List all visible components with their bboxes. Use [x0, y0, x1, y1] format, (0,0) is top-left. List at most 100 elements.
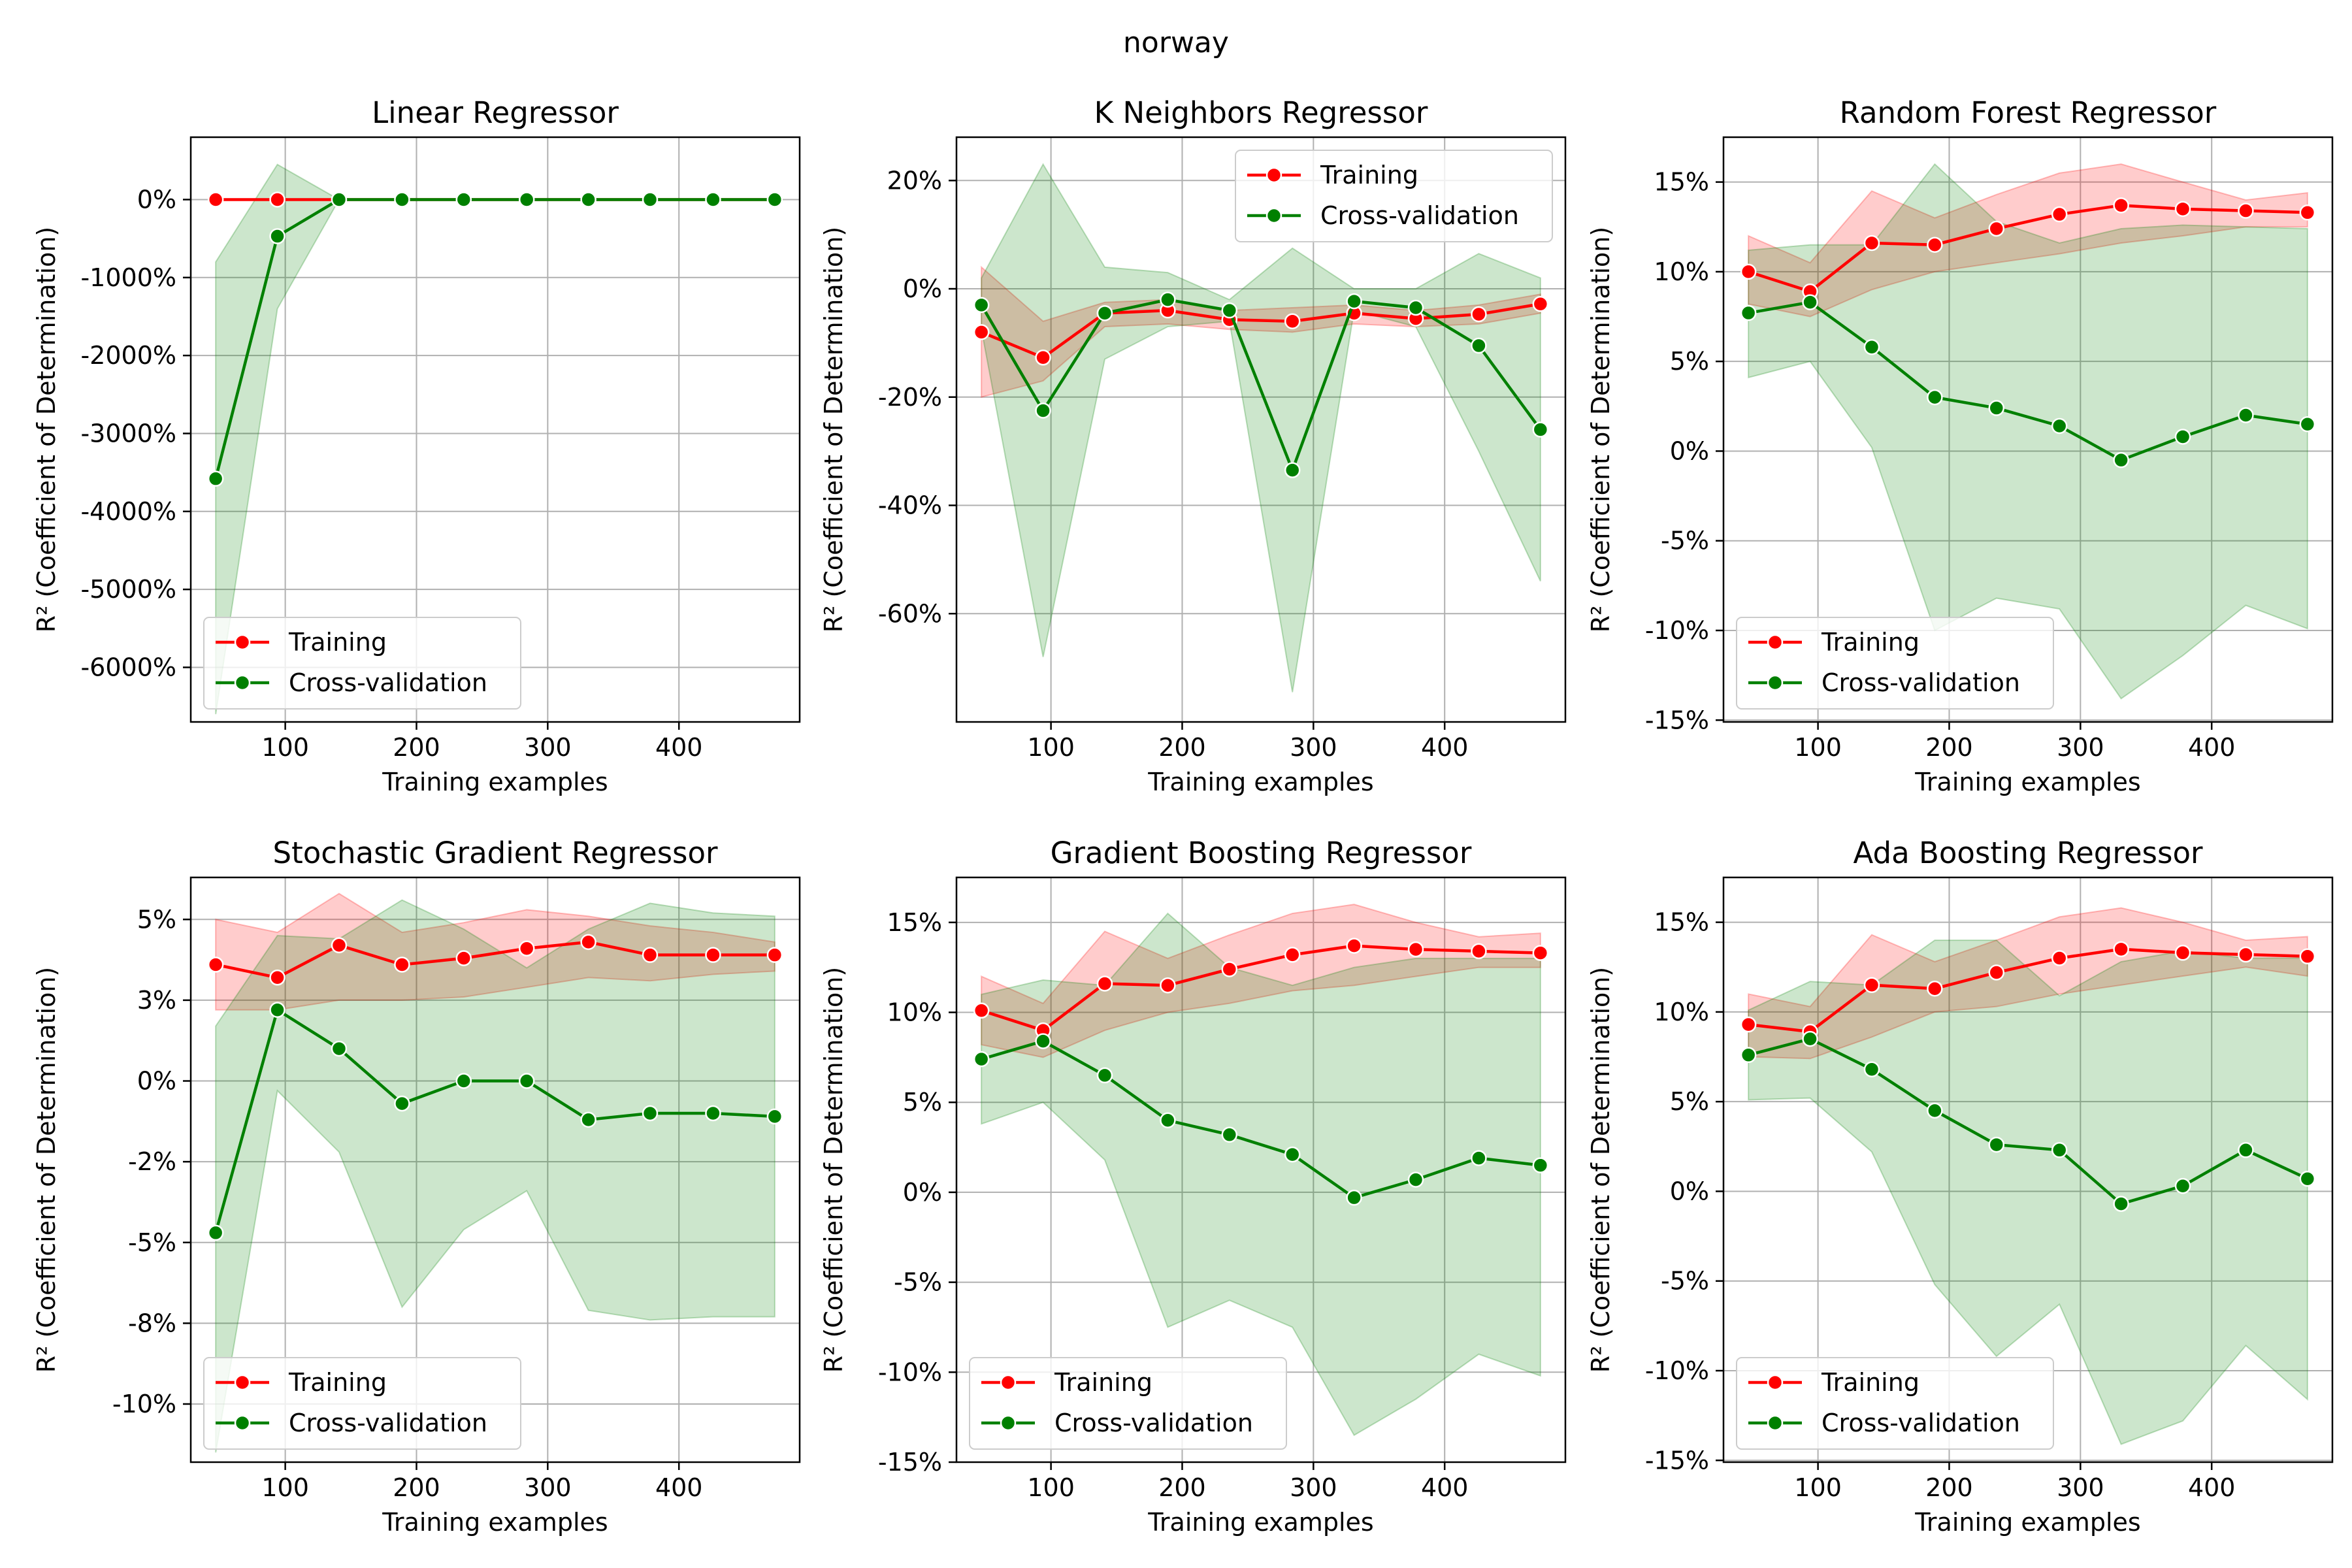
legend: Training Cross-validation	[203, 617, 521, 710]
cv-line	[214, 198, 775, 480]
legend-cv-label: Cross-validation	[1320, 201, 1519, 230]
y-tick-label: -4000%	[80, 497, 176, 526]
y-tick-label: -8%	[128, 1309, 176, 1337]
cv-point	[705, 191, 721, 208]
training-point	[331, 937, 348, 954]
cv-point	[1221, 302, 1238, 319]
training-point	[1988, 220, 2005, 237]
x-tick-label: 100	[261, 733, 309, 762]
x-tick-label: 300	[2057, 1473, 2104, 1502]
cv-point	[1802, 294, 1818, 310]
x-tick-label: 200	[1158, 733, 1206, 762]
training-point	[1346, 938, 1362, 954]
x-tick-label: 100	[1027, 733, 1075, 762]
cv-point	[1407, 299, 1424, 316]
legend-training-marker	[234, 1374, 251, 1391]
chart-panel-4: 100 200 300 400 5% 3% 0% -2% -5% -8% -10% Stochasti…	[32, 836, 801, 1537]
legend-box	[1736, 617, 2054, 710]
training-point	[2051, 950, 2068, 966]
training-point	[1532, 295, 1549, 312]
training-band	[1748, 163, 2308, 318]
x-tick-label: 100	[1794, 733, 1842, 762]
training-line	[981, 944, 1541, 1032]
cv-point	[1927, 389, 1943, 406]
cv-point	[1802, 1030, 1818, 1047]
x-tick-label: 400	[1421, 1473, 1469, 1502]
cv-point	[973, 297, 990, 314]
legend-cv-label: Cross-validation	[1821, 668, 2020, 697]
legend-cv-label: Cross-validation	[1054, 1409, 1253, 1437]
legend-training-label: Training	[288, 1368, 387, 1397]
legend-training-label: Training	[1821, 628, 1919, 657]
plot-frame	[189, 136, 801, 723]
cv-point	[1346, 1189, 1362, 1206]
legend-cv-label: Cross-validation	[1821, 1409, 2020, 1437]
legend-cv-marker	[234, 674, 251, 691]
chart-title: K Neighbors Regressor	[1094, 95, 1428, 130]
cv-point	[2174, 429, 2191, 445]
training-point	[394, 956, 410, 973]
legend-cv-marker	[1767, 1414, 1784, 1431]
training-point	[1863, 977, 1880, 993]
y-tick-label: -15%	[1645, 1446, 1709, 1475]
plot-frame	[189, 876, 801, 1463]
training-point	[973, 324, 990, 340]
training-point	[269, 191, 286, 208]
cv-point	[1346, 293, 1362, 310]
training-point	[1471, 306, 1487, 323]
chart-panel-5: 100 200 300 400 15% 10% 5% 0% -5% -10% -15% Gradien…	[819, 836, 1567, 1537]
chart-panel-1: 100 200 300 400 0% -1000% -2000% -3000% -4000% -5…	[32, 95, 801, 796]
cv-point	[269, 228, 286, 244]
plot-area	[973, 904, 1549, 1437]
training-point	[1863, 235, 1880, 252]
cv-point	[207, 1224, 224, 1241]
y-tick-label: 0%	[1670, 436, 1709, 465]
cv-point	[394, 191, 410, 208]
chart-panel-2: 100 200 300 400 20% 0% -20% -40% -60% K Neighbors…	[819, 95, 1567, 796]
cv-point	[1532, 1157, 1549, 1173]
y-tick-label: 5%	[137, 905, 176, 934]
cv-point	[394, 1095, 410, 1112]
x-tick-label: 400	[1421, 733, 1469, 762]
chart-title: Gradient Boosting Regressor	[1051, 836, 1472, 870]
training-point	[2174, 945, 2191, 961]
cv-line	[981, 1039, 1541, 1200]
cv-band	[215, 899, 776, 1453]
x-tick-label: 200	[393, 1473, 440, 1502]
y-tick-label: -10%	[1645, 1356, 1709, 1385]
x-tick-label: 200	[393, 733, 440, 762]
y-axis-label: R² (Coefficient of Determination)	[32, 227, 61, 632]
training-point	[973, 1002, 990, 1019]
training-point	[1035, 350, 1051, 366]
training-point	[2113, 941, 2129, 958]
cv-point	[2238, 407, 2254, 423]
training-line	[981, 302, 1541, 359]
cv-point	[2051, 417, 2068, 434]
chart-title: Linear Regressor	[372, 95, 619, 130]
y-axis-label: R² (Coefficient of Determination)	[1586, 967, 1615, 1373]
training-point	[2174, 201, 2191, 218]
cv-point	[2051, 1142, 2068, 1158]
y-axis-label: R² (Coefficient of Determination)	[819, 967, 848, 1373]
training-point	[2299, 204, 2316, 221]
legend-box	[203, 1357, 521, 1450]
cv-point	[2113, 451, 2129, 468]
y-tick-label: 10%	[887, 998, 942, 1027]
x-tick-label: 300	[2057, 733, 2104, 762]
cv-point	[642, 191, 659, 208]
y-tick-label: 0%	[903, 1178, 942, 1207]
plot-frame	[1722, 876, 2334, 1463]
plot-area	[1740, 163, 2316, 700]
x-tick-label: 300	[1290, 1473, 1337, 1502]
y-tick-label: 5%	[1670, 1087, 1709, 1116]
y-tick-label: -2000%	[80, 341, 176, 370]
training-point	[2238, 946, 2254, 963]
training-line	[1748, 204, 2308, 293]
cv-point	[766, 191, 783, 208]
cv-point	[1532, 421, 1549, 438]
cv-point	[1096, 305, 1113, 321]
x-axis-label: Training examples	[382, 768, 608, 796]
y-tick-label: -2%	[128, 1147, 176, 1176]
x-tick-label: 200	[1925, 733, 1973, 762]
x-tick-label: 200	[1158, 1473, 1206, 1502]
